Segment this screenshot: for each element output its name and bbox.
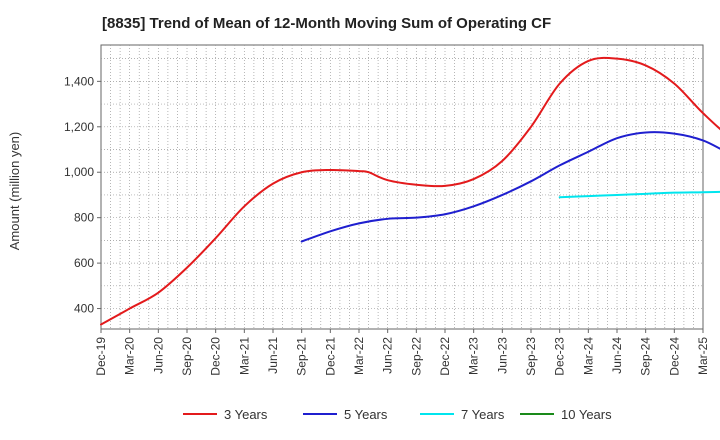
x-tick-label: Sep-20 [180,337,194,376]
y-tick-label: 1,000 [64,165,94,179]
legend-label-10-years: 10 Years [561,407,612,422]
x-tick-label: Jun-20 [151,337,165,374]
legend-label-3-years: 3 Years [224,407,268,422]
x-tick-label: Sep-21 [295,337,309,376]
series-line-7-years [558,190,720,199]
x-tick-label: Mar-23 [467,337,481,375]
y-tick-label: 600 [74,256,94,270]
y-tick-label: 800 [74,211,94,225]
x-tick-label: Jun-24 [610,337,624,374]
x-tick-label: Dec-21 [323,337,337,376]
series-line-5-years [300,131,720,243]
x-tick-label: Dec-19 [94,337,108,376]
x-tick-label: Dec-23 [553,337,567,376]
series-lines [100,56,720,326]
legend: 3 Years 5 Years 7 Years 10 Years [183,407,612,422]
y-tick-label: 400 [74,302,94,316]
x-tick-label: Sep-22 [409,337,423,376]
x-tick-label: Mar-22 [352,337,366,375]
series-line-3-years [100,56,720,326]
x-tick-label: Jun-23 [495,337,509,374]
x-tick-label: Sep-23 [524,337,538,376]
chart-title: [8835] Trend of Mean of 12-Month Moving … [102,15,551,32]
x-tick-label: Mar-25 [696,337,710,375]
legend-label-7-years: 7 Years [461,407,505,422]
x-tick-label: Dec-20 [209,337,223,376]
x-tick-label: Jun-22 [381,337,395,374]
plot-area [100,44,704,330]
y-tick-label: 1,400 [64,74,94,88]
x-axis: Dec-19 Mar-20 Jun-20 Sep-20 Dec-20 Mar-21 Jun-… [94,329,710,376]
y-axis-label: Amount (million yen) [7,132,22,251]
x-tick-label: Sep-24 [639,337,653,376]
x-tick-label: Mar-24 [581,337,595,375]
y-tick-label: 1,200 [64,120,94,134]
legend-label-5-years: 5 Years [344,407,388,422]
x-tick-label: Mar-20 [123,337,137,375]
y-axis: 400 600 800 1,000 1,200 1,400 [64,74,101,316]
x-tick-label: Mar-21 [237,337,251,375]
x-tick-label: Dec-24 [667,337,681,376]
x-tick-label: Jun-21 [266,337,280,374]
x-tick-label: Dec-22 [438,337,452,376]
plot-frame [100,44,704,330]
